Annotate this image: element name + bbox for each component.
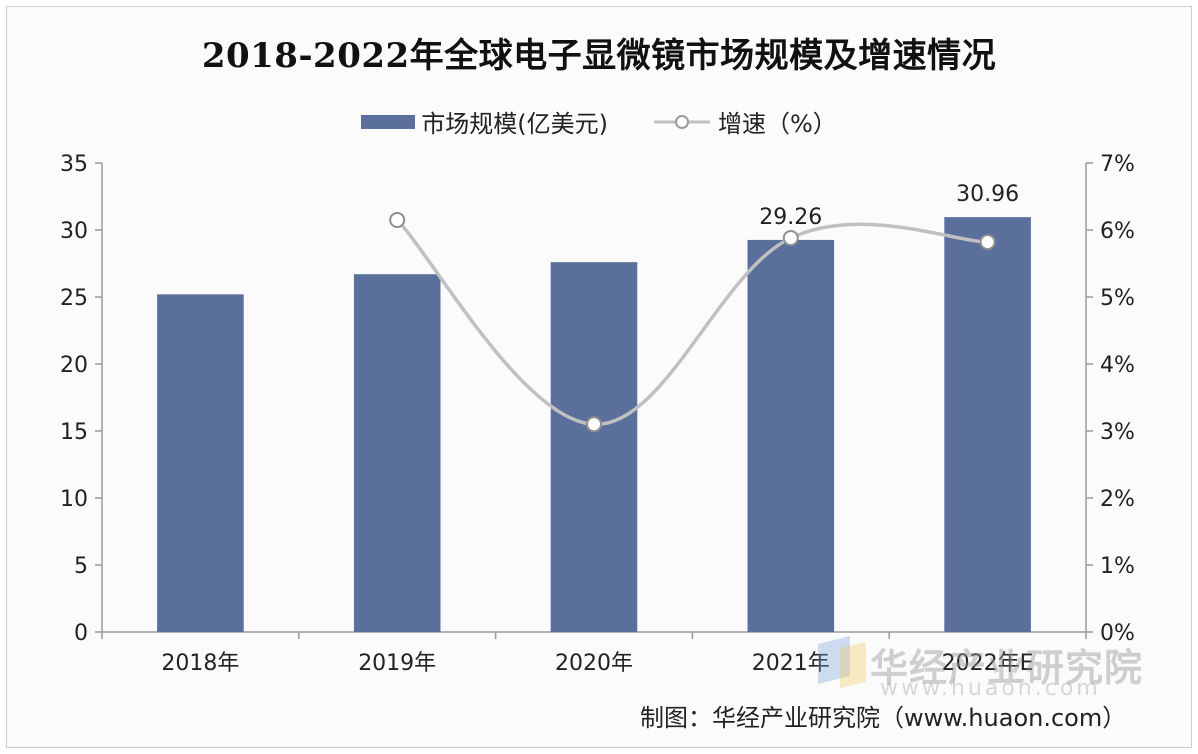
right-tick-label: 0% [1100, 621, 1135, 646]
bar [157, 294, 244, 632]
bar-data-label: 30.96 [956, 182, 1019, 207]
left-tick-label: 0 [74, 621, 88, 646]
right-tick-label: 1% [1100, 554, 1135, 579]
legend-bar-swatch [361, 114, 416, 129]
watermark-url: www.huaon.com [880, 676, 1101, 701]
watermark: 华经产业研究院 [810, 636, 1143, 692]
x-tick-label: 2019年 [358, 651, 436, 676]
legend-bar-label: 市场规模(亿美元) [421, 110, 608, 138]
legend-item-bar: 市场规模(亿美元) [361, 104, 608, 139]
bar-data-label: 29.26 [759, 205, 822, 230]
right-tick-label: 7% [1100, 152, 1135, 177]
left-tick-label: 20 [60, 353, 88, 378]
left-tick-label: 30 [60, 219, 88, 244]
left-tick-label: 15 [60, 420, 88, 445]
legend-line-swatch [653, 114, 710, 129]
growth-point [782, 230, 799, 247]
left-tick-label: 25 [60, 286, 88, 311]
chart-title: 2018-2022年全球电子显微镜市场规模及增速情况 [201, 36, 997, 76]
source-note: 制图：华经产业研究院（www.huaon.com） [640, 704, 1127, 732]
growth-point [389, 211, 406, 228]
growth-line [395, 218, 988, 427]
x-tick-label: 2020年 [555, 651, 633, 676]
legend: 市场规模(亿美元) 增速（%） [0, 104, 1198, 139]
growth-point [979, 234, 996, 251]
left-tick-label: 10 [60, 487, 88, 512]
bar [353, 274, 441, 632]
legend-item-line: 增速（%） [652, 104, 837, 139]
right-tick-label: 4% [1100, 353, 1135, 378]
x-tick-label: 2021年 [752, 651, 830, 676]
legend-line-label: 增速（%） [717, 110, 837, 138]
x-tick-label: 2018年 [161, 651, 239, 676]
right-tick-label: 3% [1100, 420, 1135, 445]
watermark-logo [818, 636, 866, 688]
x-tick-label: 2022年E [942, 651, 1034, 676]
left-tick-label: 35 [60, 152, 88, 177]
growth-point [586, 416, 602, 433]
right-tick-label: 6% [1100, 219, 1135, 244]
bar [747, 239, 835, 632]
bar [944, 217, 1031, 633]
left-tick-label: 5 [74, 554, 88, 579]
right-tick-label: 2% [1100, 487, 1135, 512]
bar [550, 262, 638, 632]
right-tick-label: 5% [1100, 286, 1135, 311]
watermark-text: 华经产业研究院 [870, 645, 1144, 690]
